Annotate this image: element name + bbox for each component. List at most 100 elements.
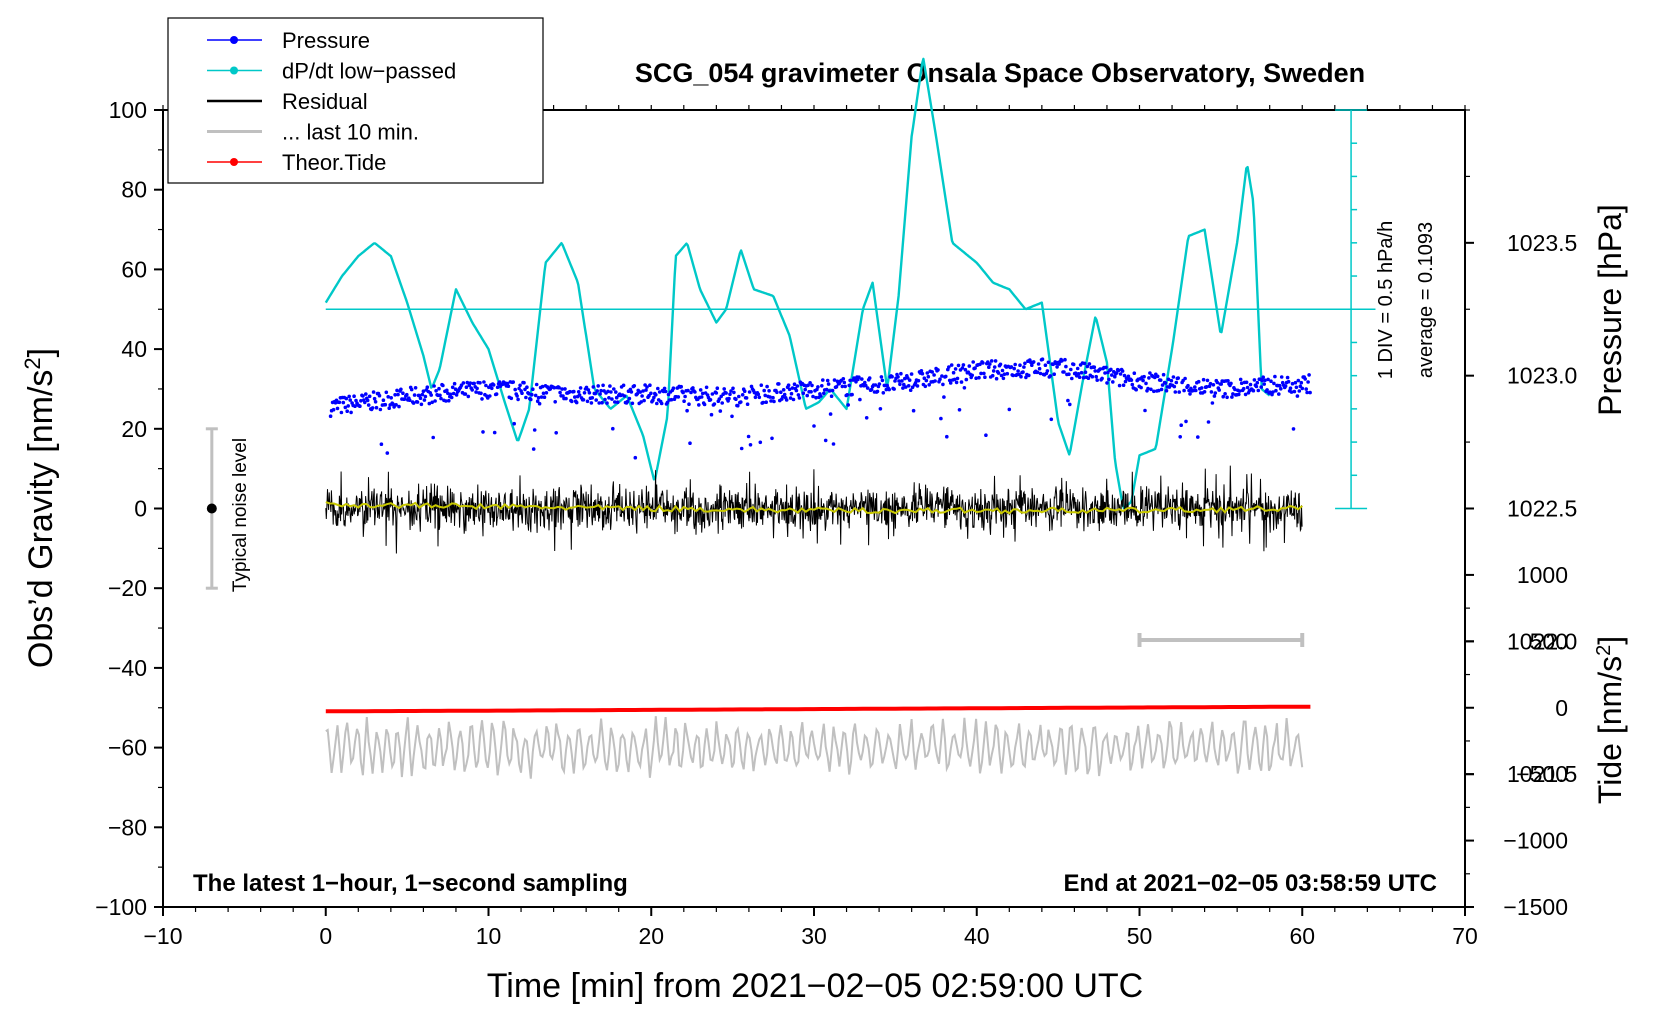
pressure-point [811, 394, 815, 399]
pressure-point [1051, 362, 1055, 367]
pressure-point [777, 382, 781, 386]
pressure-point [1278, 383, 1282, 388]
pressure-point [606, 389, 610, 394]
pressure-point [1149, 387, 1153, 392]
pressure-point [734, 397, 738, 402]
pressure-point [600, 400, 604, 405]
chart-title: SCG_054 gravimeter Onsala Space Observat… [635, 58, 1365, 88]
pressure-point [1182, 388, 1186, 393]
pressure-point [1297, 389, 1302, 393]
pressure-point [1229, 381, 1233, 386]
dpdt-average-label: average = 0.1093 [1415, 222, 1437, 378]
pressure-point [1077, 375, 1082, 380]
pressure-point [1171, 375, 1176, 379]
pressure-point [1271, 390, 1275, 394]
pressure-point [988, 362, 992, 366]
pressure-point [1213, 391, 1218, 395]
pressure-point [328, 414, 333, 419]
pressure-point [729, 389, 733, 393]
pressure-point [850, 392, 854, 397]
pressure-point [1254, 384, 1259, 389]
pressure-point [640, 394, 644, 398]
pressure-point [722, 387, 726, 391]
pressure-point [842, 380, 847, 385]
pressure-point [877, 382, 882, 386]
pressure-point [764, 400, 768, 405]
pressure-point [479, 391, 483, 396]
pressure-point [906, 384, 911, 388]
pressure-point [347, 394, 352, 399]
pressure-point [926, 374, 931, 379]
pressure-point [1238, 389, 1242, 393]
pressure-point [1035, 370, 1040, 375]
pressure-point [938, 377, 942, 382]
pressure-point [923, 384, 928, 389]
footer-right-note: End at 2021−02−05 03:58:59 UTC [1063, 870, 1437, 897]
pressure-point [669, 397, 674, 402]
pressure-point [1201, 377, 1206, 382]
pressure-point [984, 433, 988, 438]
pressure-point [881, 391, 886, 395]
pressure-point [1260, 378, 1264, 383]
pressure-point [768, 395, 772, 399]
pressure-point [1011, 373, 1015, 378]
pressure-point [1111, 380, 1115, 384]
pressure-point [513, 387, 517, 392]
pressure-point [1204, 385, 1209, 389]
pressure-point [365, 398, 370, 403]
pressure-point [1172, 384, 1177, 389]
pressure-point [765, 384, 769, 389]
pressure-point [522, 380, 526, 385]
pressure-point [796, 393, 801, 397]
pressure-point [647, 393, 651, 398]
pressure-point [532, 428, 537, 432]
pressure-point [344, 396, 349, 401]
pressure-point [451, 391, 456, 396]
pressure-point [654, 393, 658, 397]
pressure-point [679, 384, 683, 389]
pressure-point [782, 392, 787, 397]
pressure-point [1109, 367, 1113, 372]
pressure-point [427, 401, 432, 406]
pressure-point [991, 369, 996, 373]
pressure-point [1196, 435, 1200, 439]
pressure-point [898, 382, 902, 387]
pressure-point [1295, 394, 1300, 398]
pressure-point [829, 394, 834, 399]
pressure-point [403, 397, 407, 401]
pressure-point [737, 394, 741, 399]
pressure-point [832, 378, 837, 382]
pressure-point [564, 396, 568, 401]
pressure-point [830, 388, 835, 393]
pressure-point [625, 399, 630, 404]
pressure-point [598, 392, 602, 396]
pressure-point [415, 400, 420, 404]
pressure-point [445, 388, 449, 393]
pressure-point [509, 396, 514, 401]
x-tick-label: 10 [476, 923, 502, 949]
pressure-point [666, 392, 671, 397]
pressure-point [797, 396, 802, 400]
pressure-point [1130, 382, 1135, 387]
pressure-point [464, 385, 469, 390]
pressure-point [1225, 395, 1229, 400]
pressure-point [587, 391, 592, 395]
pressure-point [1126, 374, 1131, 379]
pressure-point [671, 386, 676, 391]
pressure-point [858, 397, 862, 402]
pressure-point [558, 390, 562, 395]
pressure-point [992, 365, 997, 369]
pressure-point [714, 391, 719, 395]
pressure-point [1307, 373, 1311, 377]
pressure-point [1105, 381, 1109, 385]
pressure-point [924, 378, 929, 383]
pressure-point [341, 400, 346, 405]
pressure-point [1027, 373, 1031, 378]
pressure-point [1038, 371, 1043, 376]
pressure-point [875, 389, 880, 394]
pressure-point [511, 380, 515, 384]
pressure-point [492, 430, 497, 435]
pressure-point [531, 447, 536, 451]
noise-level-label: Typical noise level [230, 438, 251, 592]
pressure-point [824, 387, 829, 392]
